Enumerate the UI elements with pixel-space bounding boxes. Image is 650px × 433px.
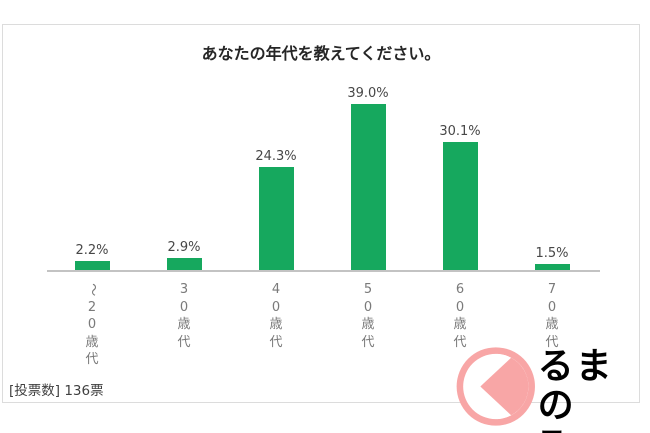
bar xyxy=(166,258,202,270)
bar-value-label: 24.3% xyxy=(255,149,297,164)
vote-count-label: [投票数] 136票 xyxy=(9,383,104,399)
bar-value-label: 39.0% xyxy=(347,86,389,101)
chart-title: あなたの年代を教えてください。 xyxy=(201,44,441,63)
bar-value-label: 2.9% xyxy=(167,240,201,255)
x-axis-line xyxy=(47,270,600,272)
logo-text-line1: るまの xyxy=(537,346,614,426)
x-axis-label: 〜 2 0 歳代 xyxy=(84,283,100,367)
bar xyxy=(74,261,110,270)
bar xyxy=(258,167,294,270)
bar-value-label: 2.2% xyxy=(75,243,109,258)
bar xyxy=(534,264,570,270)
bar-value-label: 1.5% xyxy=(535,246,569,261)
bar-value-label: 30.1% xyxy=(439,124,481,139)
bar xyxy=(442,142,478,270)
logo-text: るまの ニュース xyxy=(538,347,650,433)
bar xyxy=(350,104,386,270)
logo-ku-glyph-cut xyxy=(465,353,510,420)
chart-frame xyxy=(2,24,640,403)
kuruma-news-logo-icon xyxy=(456,347,535,426)
kuruma-news-logo: るまの ニュース xyxy=(455,342,650,433)
logo-ku-glyph-fill xyxy=(480,357,529,416)
logo-text-line2: ニュース xyxy=(538,425,650,433)
